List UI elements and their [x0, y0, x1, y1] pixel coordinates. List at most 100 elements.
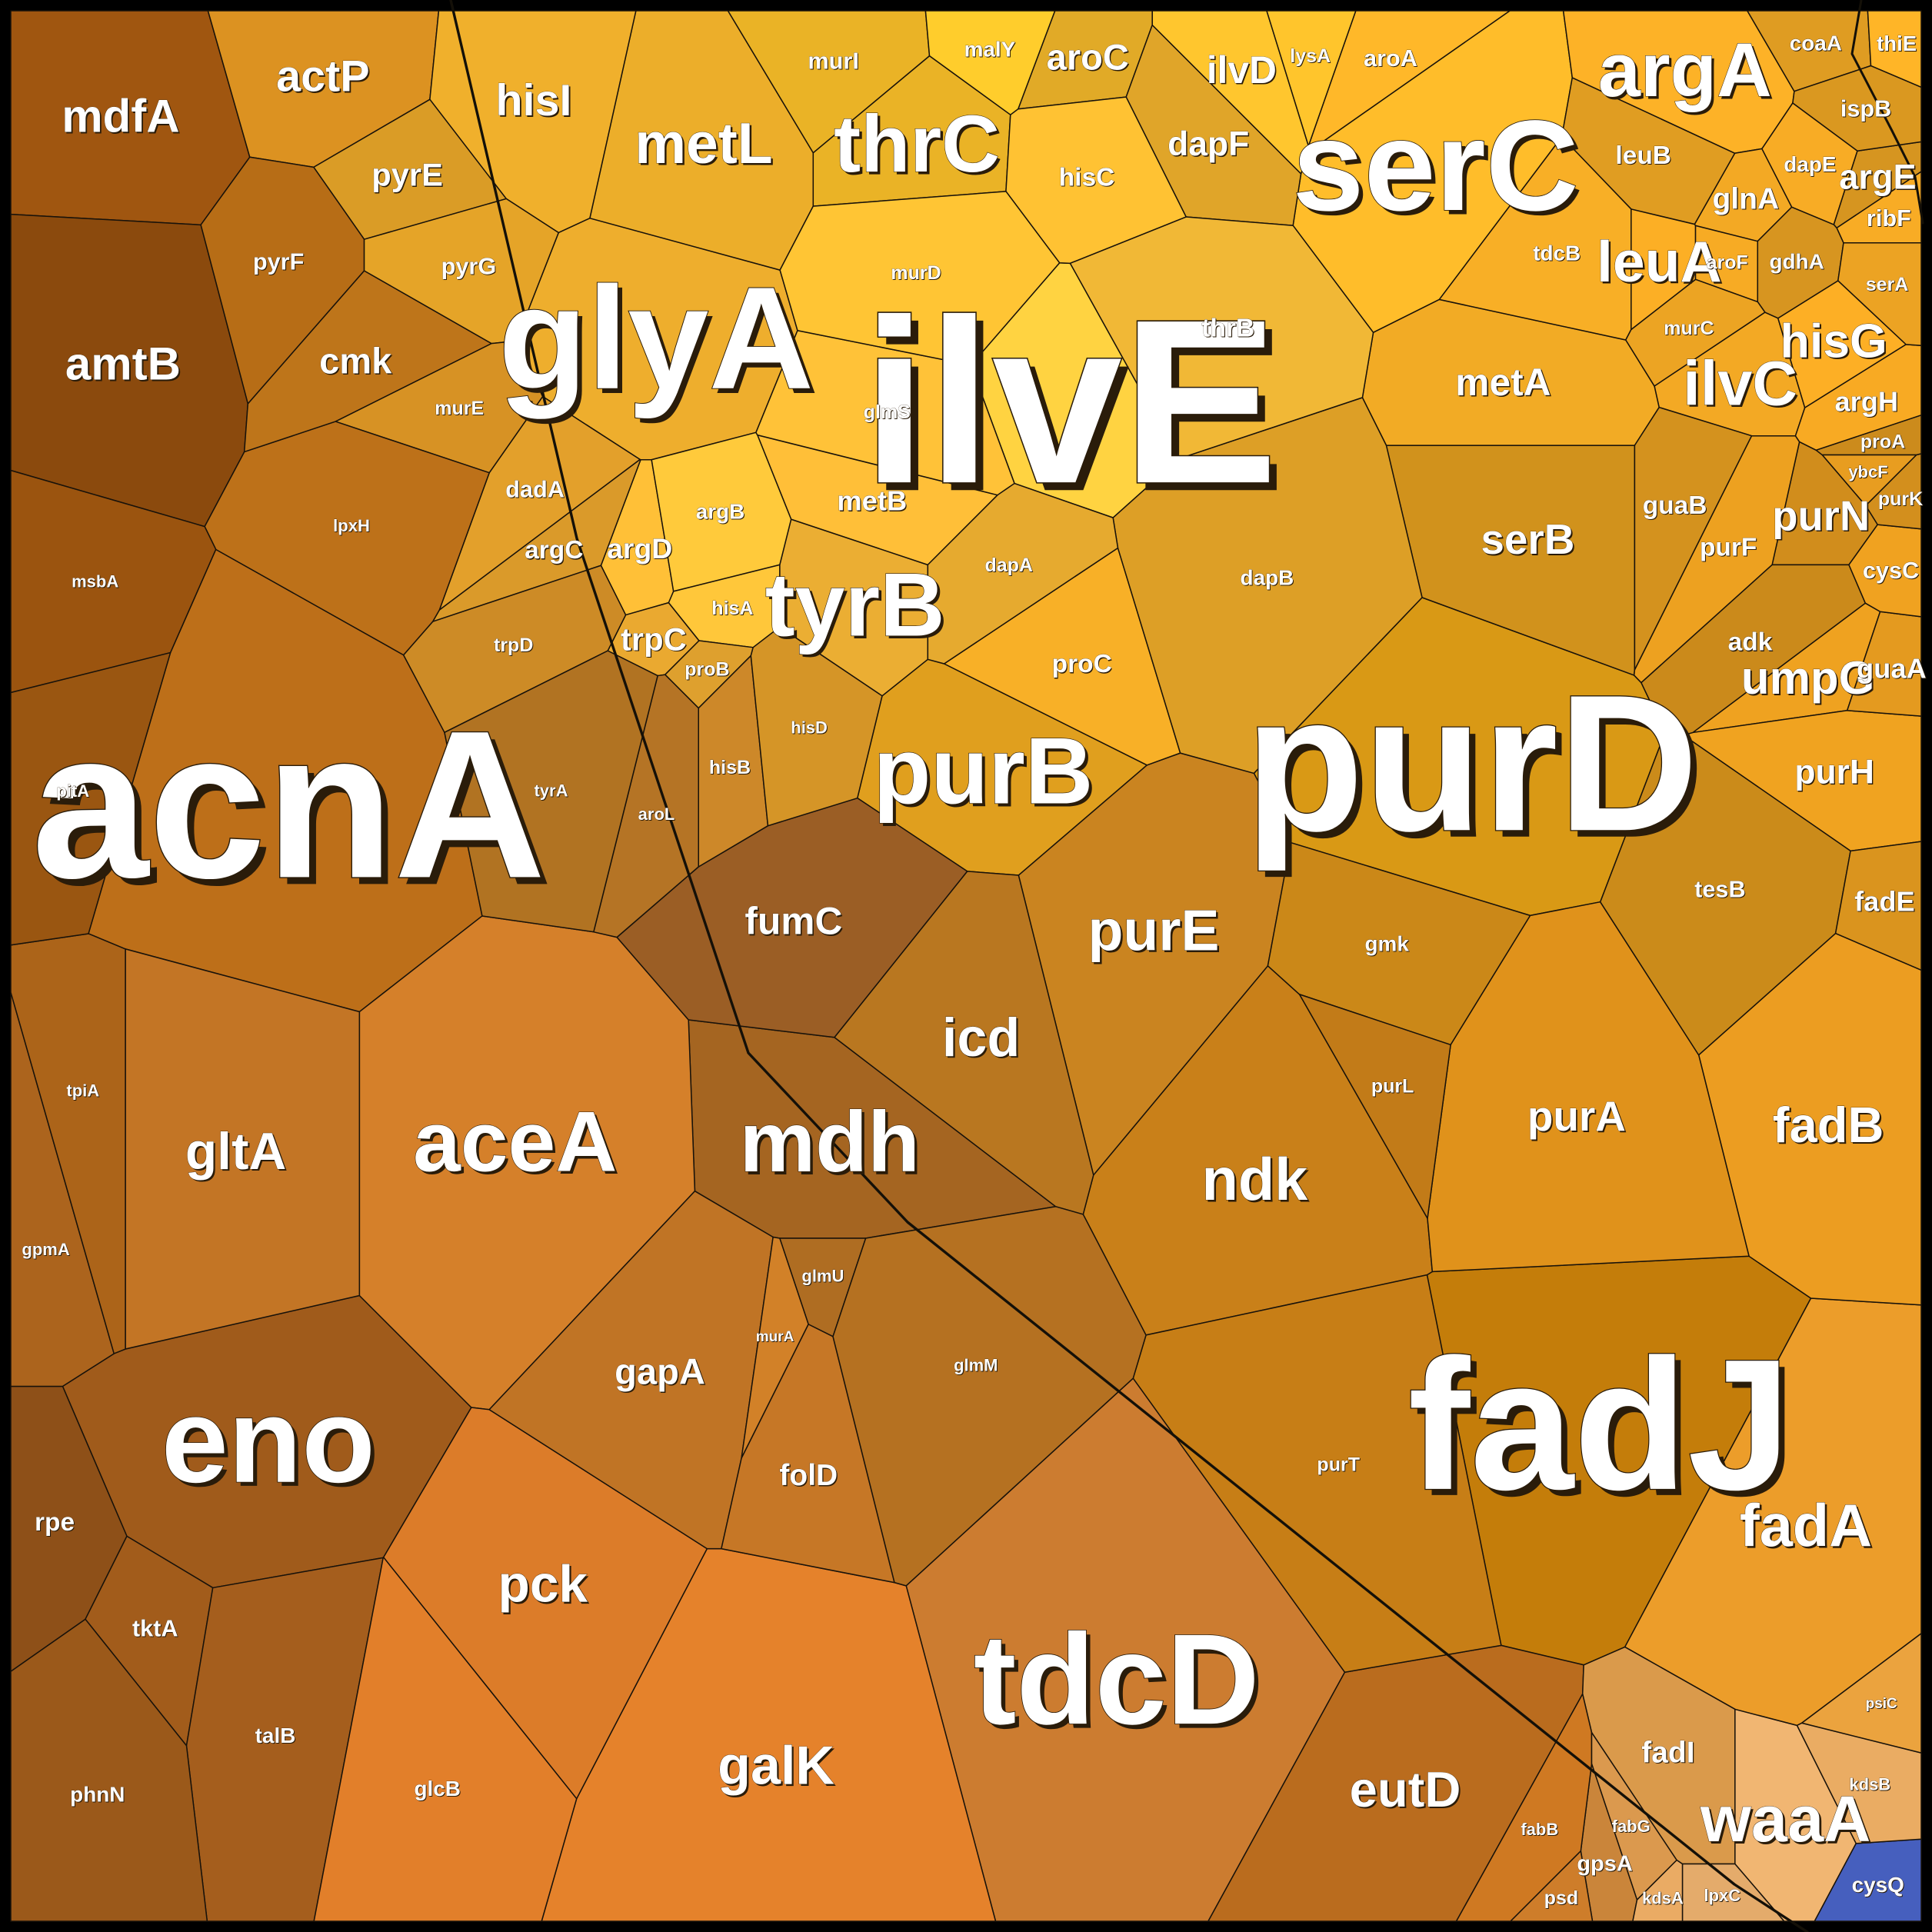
- svg-text:tdcD: tdcD: [974, 1607, 1260, 1751]
- svg-text:glmU: glmU: [801, 1267, 844, 1286]
- svg-text:aroF: aroF: [1707, 251, 1748, 273]
- svg-text:serC: serC: [1292, 94, 1578, 238]
- svg-text:cysQ: cysQ: [1852, 1873, 1904, 1897]
- svg-text:ispB: ispB: [1840, 95, 1892, 122]
- svg-text:dapB: dapB: [1241, 566, 1294, 590]
- svg-text:ilvE: ilvE: [862, 271, 1278, 532]
- svg-text:trpC: trpC: [621, 621, 687, 657]
- svg-text:amtB: amtB: [65, 338, 181, 390]
- svg-text:lpxC: lpxC: [1704, 1886, 1740, 1905]
- svg-text:ilvD: ilvD: [1207, 48, 1277, 92]
- svg-text:purF: purF: [1700, 534, 1757, 562]
- svg-text:rpe: rpe: [35, 1508, 75, 1537]
- svg-text:murC: murC: [1664, 318, 1714, 339]
- svg-text:pitA: pitA: [56, 781, 89, 801]
- svg-text:hisI: hisI: [495, 76, 571, 125]
- svg-text:aceA: aceA: [413, 1094, 617, 1190]
- svg-text:gpmA: gpmA: [22, 1240, 69, 1259]
- svg-text:kdsA: kdsA: [1642, 1888, 1684, 1907]
- svg-text:tyrB: tyrB: [765, 554, 945, 655]
- svg-text:aroA: aroA: [1364, 45, 1417, 72]
- svg-text:purK: purK: [1878, 488, 1923, 510]
- svg-text:gltA: gltA: [185, 1123, 286, 1181]
- svg-text:phnN: phnN: [70, 1783, 125, 1807]
- svg-text:talB: talB: [255, 1724, 296, 1747]
- svg-text:aroC: aroC: [1047, 36, 1129, 77]
- svg-text:mdh: mdh: [739, 1094, 919, 1190]
- svg-text:fabG: fabG: [1612, 1817, 1651, 1836]
- svg-text:coaA: coaA: [1790, 32, 1842, 55]
- svg-text:mdfA: mdfA: [62, 91, 179, 142]
- svg-text:glmS: glmS: [864, 401, 911, 423]
- svg-text:fadE: fadE: [1854, 885, 1915, 917]
- svg-text:hisB: hisB: [709, 757, 751, 778]
- svg-text:metA: metA: [1455, 361, 1551, 404]
- svg-text:glcB: glcB: [414, 1777, 460, 1800]
- svg-text:argE: argE: [1839, 157, 1916, 196]
- svg-text:lysA: lysA: [1290, 45, 1331, 67]
- svg-text:fadI: fadI: [1641, 1736, 1694, 1769]
- svg-text:dapF: dapF: [1168, 125, 1249, 163]
- svg-text:metB: metB: [837, 485, 907, 517]
- svg-text:folD: folD: [779, 1459, 838, 1492]
- svg-text:acnA: acnA: [32, 686, 546, 921]
- svg-text:glnA: glnA: [1712, 182, 1779, 215]
- svg-text:gdhA: gdhA: [1769, 249, 1824, 273]
- svg-text:cysC: cysC: [1863, 557, 1919, 584]
- svg-text:purH: purH: [1794, 753, 1874, 791]
- svg-text:ybcF: ybcF: [1848, 462, 1887, 481]
- svg-text:argC: argC: [525, 536, 583, 565]
- svg-text:actP: actP: [276, 52, 369, 102]
- svg-text:proA: proA: [1860, 431, 1905, 452]
- svg-text:umpG: umpG: [1741, 652, 1874, 704]
- svg-text:leuB: leuB: [1615, 142, 1671, 170]
- svg-text:dadA: dadA: [505, 475, 565, 502]
- svg-text:leuA: leuA: [1597, 229, 1722, 294]
- svg-text:metL: metL: [635, 111, 772, 175]
- svg-text:dapA: dapA: [984, 555, 1033, 576]
- svg-text:thrC: thrC: [834, 99, 1000, 189]
- svg-text:argD: argD: [607, 532, 672, 565]
- svg-text:adk: adk: [1728, 628, 1773, 657]
- svg-text:hisG: hisG: [1780, 315, 1887, 368]
- svg-text:msbA: msbA: [72, 571, 118, 591]
- svg-text:tesB: tesB: [1694, 876, 1746, 903]
- svg-text:argA: argA: [1598, 28, 1772, 113]
- svg-text:tpiA: tpiA: [66, 1081, 99, 1100]
- svg-text:gpsA: gpsA: [1577, 1851, 1633, 1876]
- svg-text:serA: serA: [1866, 274, 1909, 295]
- svg-text:fumC: fumC: [744, 900, 842, 943]
- svg-text:psd: psd: [1544, 1887, 1578, 1909]
- svg-text:hisD: hisD: [791, 718, 828, 737]
- svg-text:dapE: dapE: [1784, 152, 1836, 176]
- svg-text:proC: proC: [1052, 650, 1112, 678]
- svg-text:hisA: hisA: [711, 598, 753, 619]
- svg-text:purL: purL: [1371, 1075, 1414, 1097]
- svg-text:purN: purN: [1772, 492, 1870, 539]
- svg-text:purT: purT: [1317, 1454, 1360, 1476]
- svg-text:pyrF: pyrF: [253, 248, 305, 275]
- svg-text:murD: murD: [891, 262, 941, 284]
- svg-text:glmM: glmM: [954, 1355, 998, 1374]
- svg-text:malY: malY: [964, 38, 1016, 62]
- svg-text:aroL: aroL: [638, 804, 675, 824]
- svg-text:purE: purE: [1088, 898, 1219, 963]
- svg-text:guaA: guaA: [1857, 652, 1927, 684]
- svg-text:tdcB: tdcB: [1533, 241, 1581, 265]
- svg-text:murE: murE: [435, 398, 484, 419]
- svg-text:psiC: psiC: [1866, 1696, 1897, 1712]
- svg-text:gapA: gapA: [615, 1351, 705, 1392]
- svg-text:galK: galK: [718, 1736, 834, 1796]
- svg-text:purB: purB: [874, 718, 1094, 823]
- svg-text:murA: murA: [756, 1329, 794, 1345]
- svg-text:fadB: fadB: [1773, 1097, 1884, 1153]
- svg-text:ribF: ribF: [1867, 205, 1911, 232]
- svg-text:fadA: fadA: [1740, 1493, 1872, 1559]
- svg-text:tyrA: tyrA: [534, 781, 568, 800]
- svg-text:fabB: fabB: [1521, 1820, 1558, 1839]
- svg-text:murI: murI: [808, 47, 859, 74]
- svg-text:pck: pck: [498, 1556, 588, 1614]
- svg-text:purA: purA: [1527, 1092, 1626, 1140]
- svg-text:argB: argB: [696, 500, 745, 524]
- svg-text:purD: purD: [1245, 654, 1699, 871]
